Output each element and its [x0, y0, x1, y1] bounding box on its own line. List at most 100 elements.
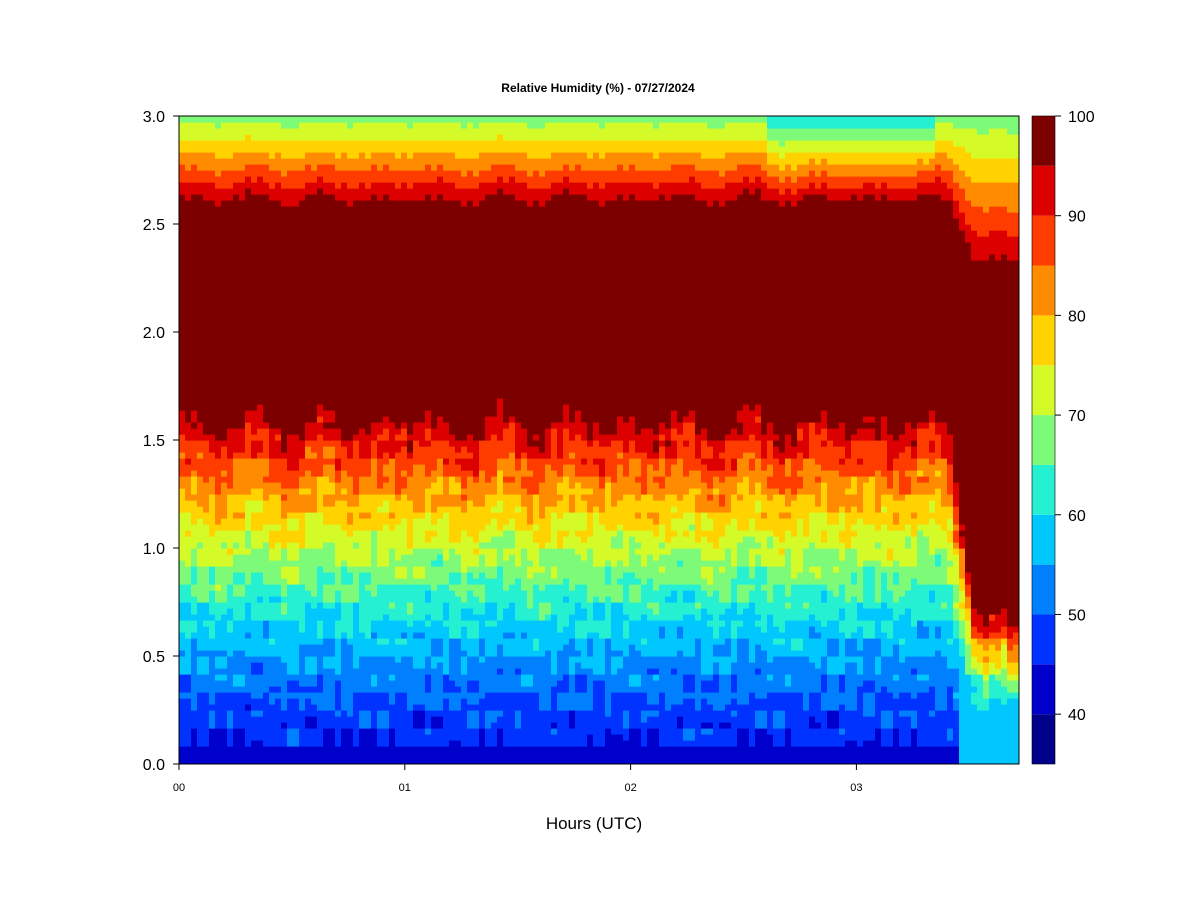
- contour-cell: [275, 350, 282, 357]
- contour-cell: [341, 614, 348, 621]
- contour-cell: [443, 164, 450, 171]
- contour-cell: [209, 746, 216, 753]
- contour-cell: [419, 284, 426, 291]
- contour-cell: [203, 338, 210, 345]
- contour-cell: [329, 350, 336, 357]
- contour-cell: [209, 512, 216, 519]
- contour-cell: [263, 704, 270, 711]
- contour-cell: [293, 644, 300, 651]
- contour-cell: [239, 236, 246, 243]
- contour-cell: [371, 206, 378, 213]
- contour-cell: [275, 710, 282, 717]
- contour-cell: [371, 614, 378, 621]
- contour-cell: [353, 710, 360, 717]
- contour-cell: [395, 584, 402, 591]
- contour-cell: [389, 188, 396, 195]
- contour-cell: [353, 656, 360, 663]
- contour-cell: [341, 554, 348, 561]
- contour-cell: [431, 152, 438, 159]
- contour-cell: [401, 518, 408, 525]
- contour-cell: [413, 290, 420, 297]
- contour-cell: [437, 182, 444, 189]
- contour-cell: [365, 632, 372, 639]
- contour-cell: [263, 608, 270, 615]
- contour-cell: [203, 284, 210, 291]
- contour-cell: [239, 176, 246, 183]
- contour-cell: [191, 224, 198, 231]
- contour-cell: [251, 212, 258, 219]
- contour-cell: [401, 614, 408, 621]
- contour-cell: [215, 578, 222, 585]
- contour-cell: [239, 614, 246, 621]
- contour-cell: [395, 746, 402, 753]
- contour-cell: [257, 446, 264, 453]
- contour-cell: [353, 626, 360, 633]
- contour-cell: [293, 152, 300, 159]
- contour-cell: [425, 758, 432, 764]
- contour-cell: [209, 572, 216, 579]
- contour-cell: [431, 680, 438, 687]
- contour-cell: [209, 734, 216, 741]
- contour-cell: [329, 590, 336, 597]
- contour-cell: [431, 572, 438, 579]
- contour-cell: [269, 380, 276, 387]
- contour-cell: [305, 344, 312, 351]
- contour-cell: [245, 470, 252, 477]
- contour-cell: [203, 542, 210, 549]
- contour-cell: [209, 686, 216, 693]
- contour-cell: [287, 122, 294, 129]
- contour-cell: [197, 716, 204, 723]
- contour-cell: [269, 194, 276, 201]
- contour-cell: [311, 506, 318, 513]
- contour-cell: [251, 512, 258, 519]
- contour-cell: [353, 650, 360, 657]
- contour-cell: [221, 350, 228, 357]
- contour-cell: [377, 320, 384, 327]
- contour-cell: [197, 644, 204, 651]
- contour-cell: [185, 542, 192, 549]
- contour-cell: [293, 158, 300, 165]
- contour-cell: [239, 590, 246, 597]
- contour-cell: [347, 188, 354, 195]
- contour-cell: [359, 734, 366, 741]
- contour-cell: [377, 344, 384, 351]
- contour-cell: [437, 134, 444, 141]
- contour-cell: [191, 284, 198, 291]
- contour-cell: [197, 512, 204, 519]
- contour-cell: [305, 692, 312, 699]
- contour-cell: [281, 740, 288, 747]
- contour-cell: [341, 710, 348, 717]
- contour-cell: [269, 584, 276, 591]
- contour-cell: [347, 656, 354, 663]
- contour-cell: [341, 452, 348, 459]
- contour-cell: [347, 284, 354, 291]
- contour-cell: [371, 272, 378, 279]
- contour-cell: [275, 422, 282, 429]
- contour-cell: [185, 188, 192, 195]
- contour-cell: [341, 188, 348, 195]
- contour-cell: [185, 722, 192, 729]
- contour-cell: [185, 602, 192, 609]
- contour-cell: [221, 506, 228, 513]
- contour-cell: [437, 662, 444, 669]
- contour-cell: [335, 512, 342, 519]
- contour-cell: [443, 140, 450, 147]
- contour-cell: [401, 728, 408, 735]
- contour-cell: [341, 320, 348, 327]
- contour-cell: [365, 512, 372, 519]
- contour-cell: [329, 440, 336, 447]
- contour-cell: [263, 722, 270, 729]
- contour-cell: [275, 302, 282, 309]
- contour-cell: [359, 494, 366, 501]
- contour-cell: [401, 500, 408, 507]
- contour-cell: [371, 680, 378, 687]
- contour-cell: [425, 428, 432, 435]
- contour-cell: [365, 620, 372, 627]
- contour-cell: [269, 644, 276, 651]
- contour-cell: [341, 476, 348, 483]
- contour-cell: [377, 614, 384, 621]
- contour-cell: [293, 626, 300, 633]
- contour-cell: [215, 344, 222, 351]
- contour-cell: [245, 326, 252, 333]
- contour-cell: [191, 704, 198, 711]
